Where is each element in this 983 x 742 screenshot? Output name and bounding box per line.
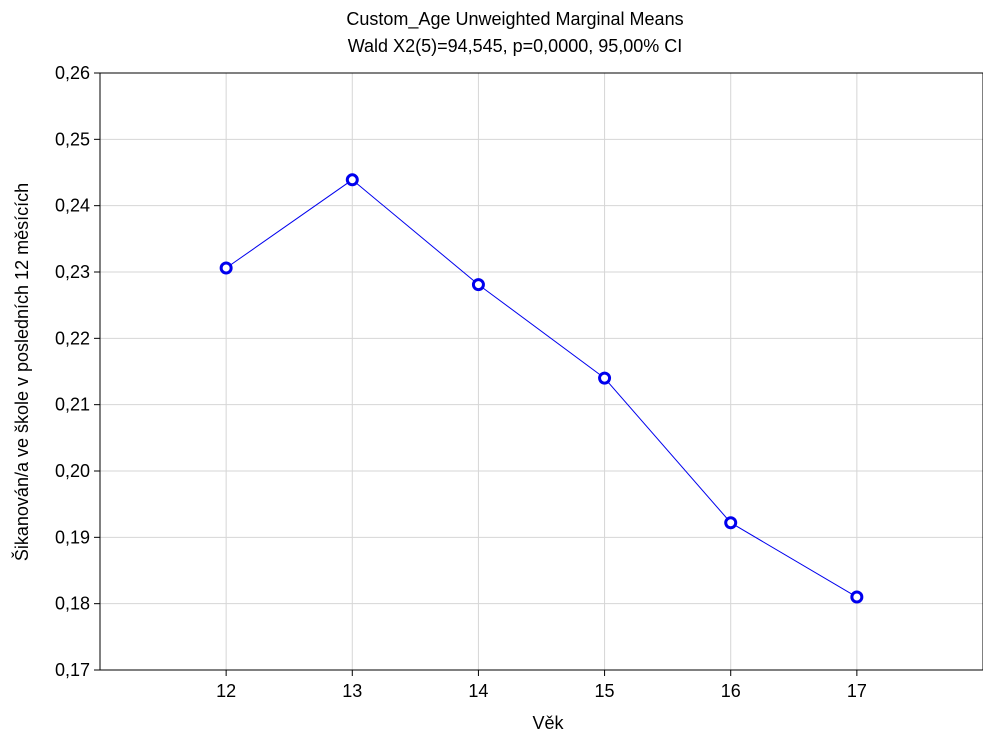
- series-line: [225, 179, 858, 598]
- chart-subtitle: Wald X2(5)=94,545, p=0,0000, 95,00% CI: [348, 36, 683, 56]
- y-tick-label: 0,26: [55, 63, 90, 83]
- x-tick-label: 14: [468, 681, 488, 701]
- y-tick-label: 0,22: [55, 328, 90, 348]
- grid: [100, 72, 983, 671]
- chart-title: Custom_Age Unweighted Marginal Means: [346, 9, 683, 30]
- x-axis-label: Věk: [532, 713, 564, 733]
- x-tick-label: 12: [216, 681, 236, 701]
- y-tick-label: 0,18: [55, 594, 90, 614]
- x-tick-label: 16: [721, 681, 741, 701]
- data-point: [850, 590, 864, 604]
- series: [219, 173, 864, 604]
- data-point: [598, 371, 612, 385]
- data-point: [219, 261, 233, 275]
- plot-frame: [99, 72, 983, 671]
- data-point: [724, 516, 738, 530]
- y-tick-label: 0,19: [55, 527, 90, 547]
- x-tick-label: 15: [595, 681, 615, 701]
- y-tick-label: 0,24: [55, 196, 90, 216]
- y-tick-label: 0,17: [55, 660, 90, 680]
- y-tick-label: 0,23: [55, 262, 90, 282]
- data-point: [471, 278, 485, 292]
- axis-ticks: 0,17 0,18 0,19 0,20 0,21 0,22 0,23 0,24 0,25 0,26…: [55, 63, 867, 701]
- y-axis-label: Šikanován/a ve škole v posledních 12 měs…: [11, 183, 32, 561]
- y-tick-label: 0,25: [55, 129, 90, 149]
- y-tick-label: 0,21: [55, 395, 90, 415]
- data-point: [345, 173, 359, 187]
- x-tick-label: 13: [342, 681, 362, 701]
- x-tick-label: 17: [847, 681, 867, 701]
- y-tick-label: 0,20: [55, 461, 90, 481]
